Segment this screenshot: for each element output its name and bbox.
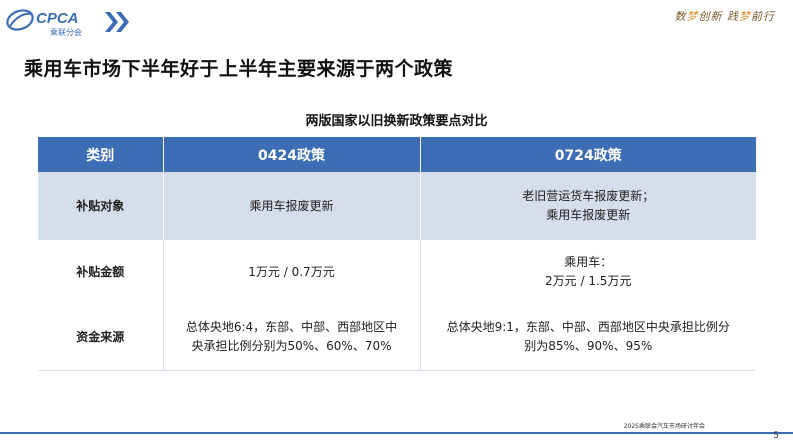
row-category: 补贴对象 <box>38 172 164 240</box>
header-0424: 0424政策 <box>163 137 421 172</box>
footer-text: 2025乘联会汽车市场研讨年会 <box>623 423 705 430</box>
cell-0424: 总体央地6:4，东部、中部、西部地区中 央承担比例分别为50%、60%、70% <box>163 304 421 370</box>
slogan-highlight: 梦 <box>739 10 751 23</box>
cell-0424: 1万元 / 0.7万元 <box>163 240 421 304</box>
slide-title: 乘用车市场下半年好于上半年主要来源于两个政策 <box>24 58 454 80</box>
cell-line: 1万元 / 0.7万元 <box>248 264 335 279</box>
cell-line: 乘用车报废更新 <box>546 208 631 222</box>
cell-line: 乘用车： <box>564 255 613 269</box>
slogan-highlight: 梦 <box>686 10 699 23</box>
cell-line: 总体央地9:1，东部、中部、西部地区中央承担比例分 <box>446 320 730 334</box>
slogan-part: 创新 践 <box>698 10 739 23</box>
table-bottom-divider <box>38 370 756 371</box>
slogan-part: 数 <box>674 10 687 23</box>
header-category: 类别 <box>38 137 164 172</box>
cell-line: 总体央地6:4，东部、中部、西部地区中 <box>185 320 398 334</box>
table-caption: 两版国家以旧换新政策要点对比 <box>305 114 488 129</box>
logo-text: CPCA <box>36 10 79 27</box>
row-category: 补贴金额 <box>38 240 164 304</box>
table-row: 补贴金额 1万元 / 0.7万元 乘用车： 2万元 / 1.5万元 <box>38 240 756 304</box>
logo-subtext: 乘联分会 <box>50 27 82 37</box>
cell-line: 央承担比例分别为50%、60%、70% <box>191 339 392 353</box>
cell-0724: 乘用车： 2万元 / 1.5万元 <box>420 240 756 304</box>
cell-line: 2万元 / 1.5万元 <box>545 274 632 288</box>
page-number: 5 <box>773 431 779 441</box>
cell-line: 别为85%、90%、95% <box>524 339 653 353</box>
table-header-row: 类别 0424政策 0724政策 <box>38 137 756 172</box>
chevron-right-icon <box>105 12 129 32</box>
cell-line: 老旧营运货车报废更新； <box>522 189 655 203</box>
slogan: 数梦创新 践梦前行 <box>675 8 776 24</box>
header-0724: 0724政策 <box>420 137 756 172</box>
slogan-part: 前行 <box>751 10 775 23</box>
cpca-logo: CPCA 乘联分会 <box>6 9 82 37</box>
cell-0424: 乘用车报废更新 <box>163 172 421 240</box>
policy-comparison-table: 类别 0424政策 0724政策 补贴对象 乘用车报废更新 老旧营运货车报废更新… <box>38 137 756 370</box>
table-row: 资金来源 总体央地6:4，东部、中部、西部地区中 央承担比例分别为50%、60%… <box>38 304 756 370</box>
cell-line: 乘用车报废更新 <box>249 198 334 213</box>
row-category: 资金来源 <box>38 304 164 370</box>
footer-divider <box>0 432 793 434</box>
cell-0724: 总体央地9:1，东部、中部、西部地区中央承担比例分 别为85%、90%、95% <box>420 304 756 370</box>
table-row: 补贴对象 乘用车报废更新 老旧营运货车报废更新； 乘用车报废更新 <box>38 172 756 240</box>
cell-0724: 老旧营运货车报废更新； 乘用车报废更新 <box>420 172 756 240</box>
